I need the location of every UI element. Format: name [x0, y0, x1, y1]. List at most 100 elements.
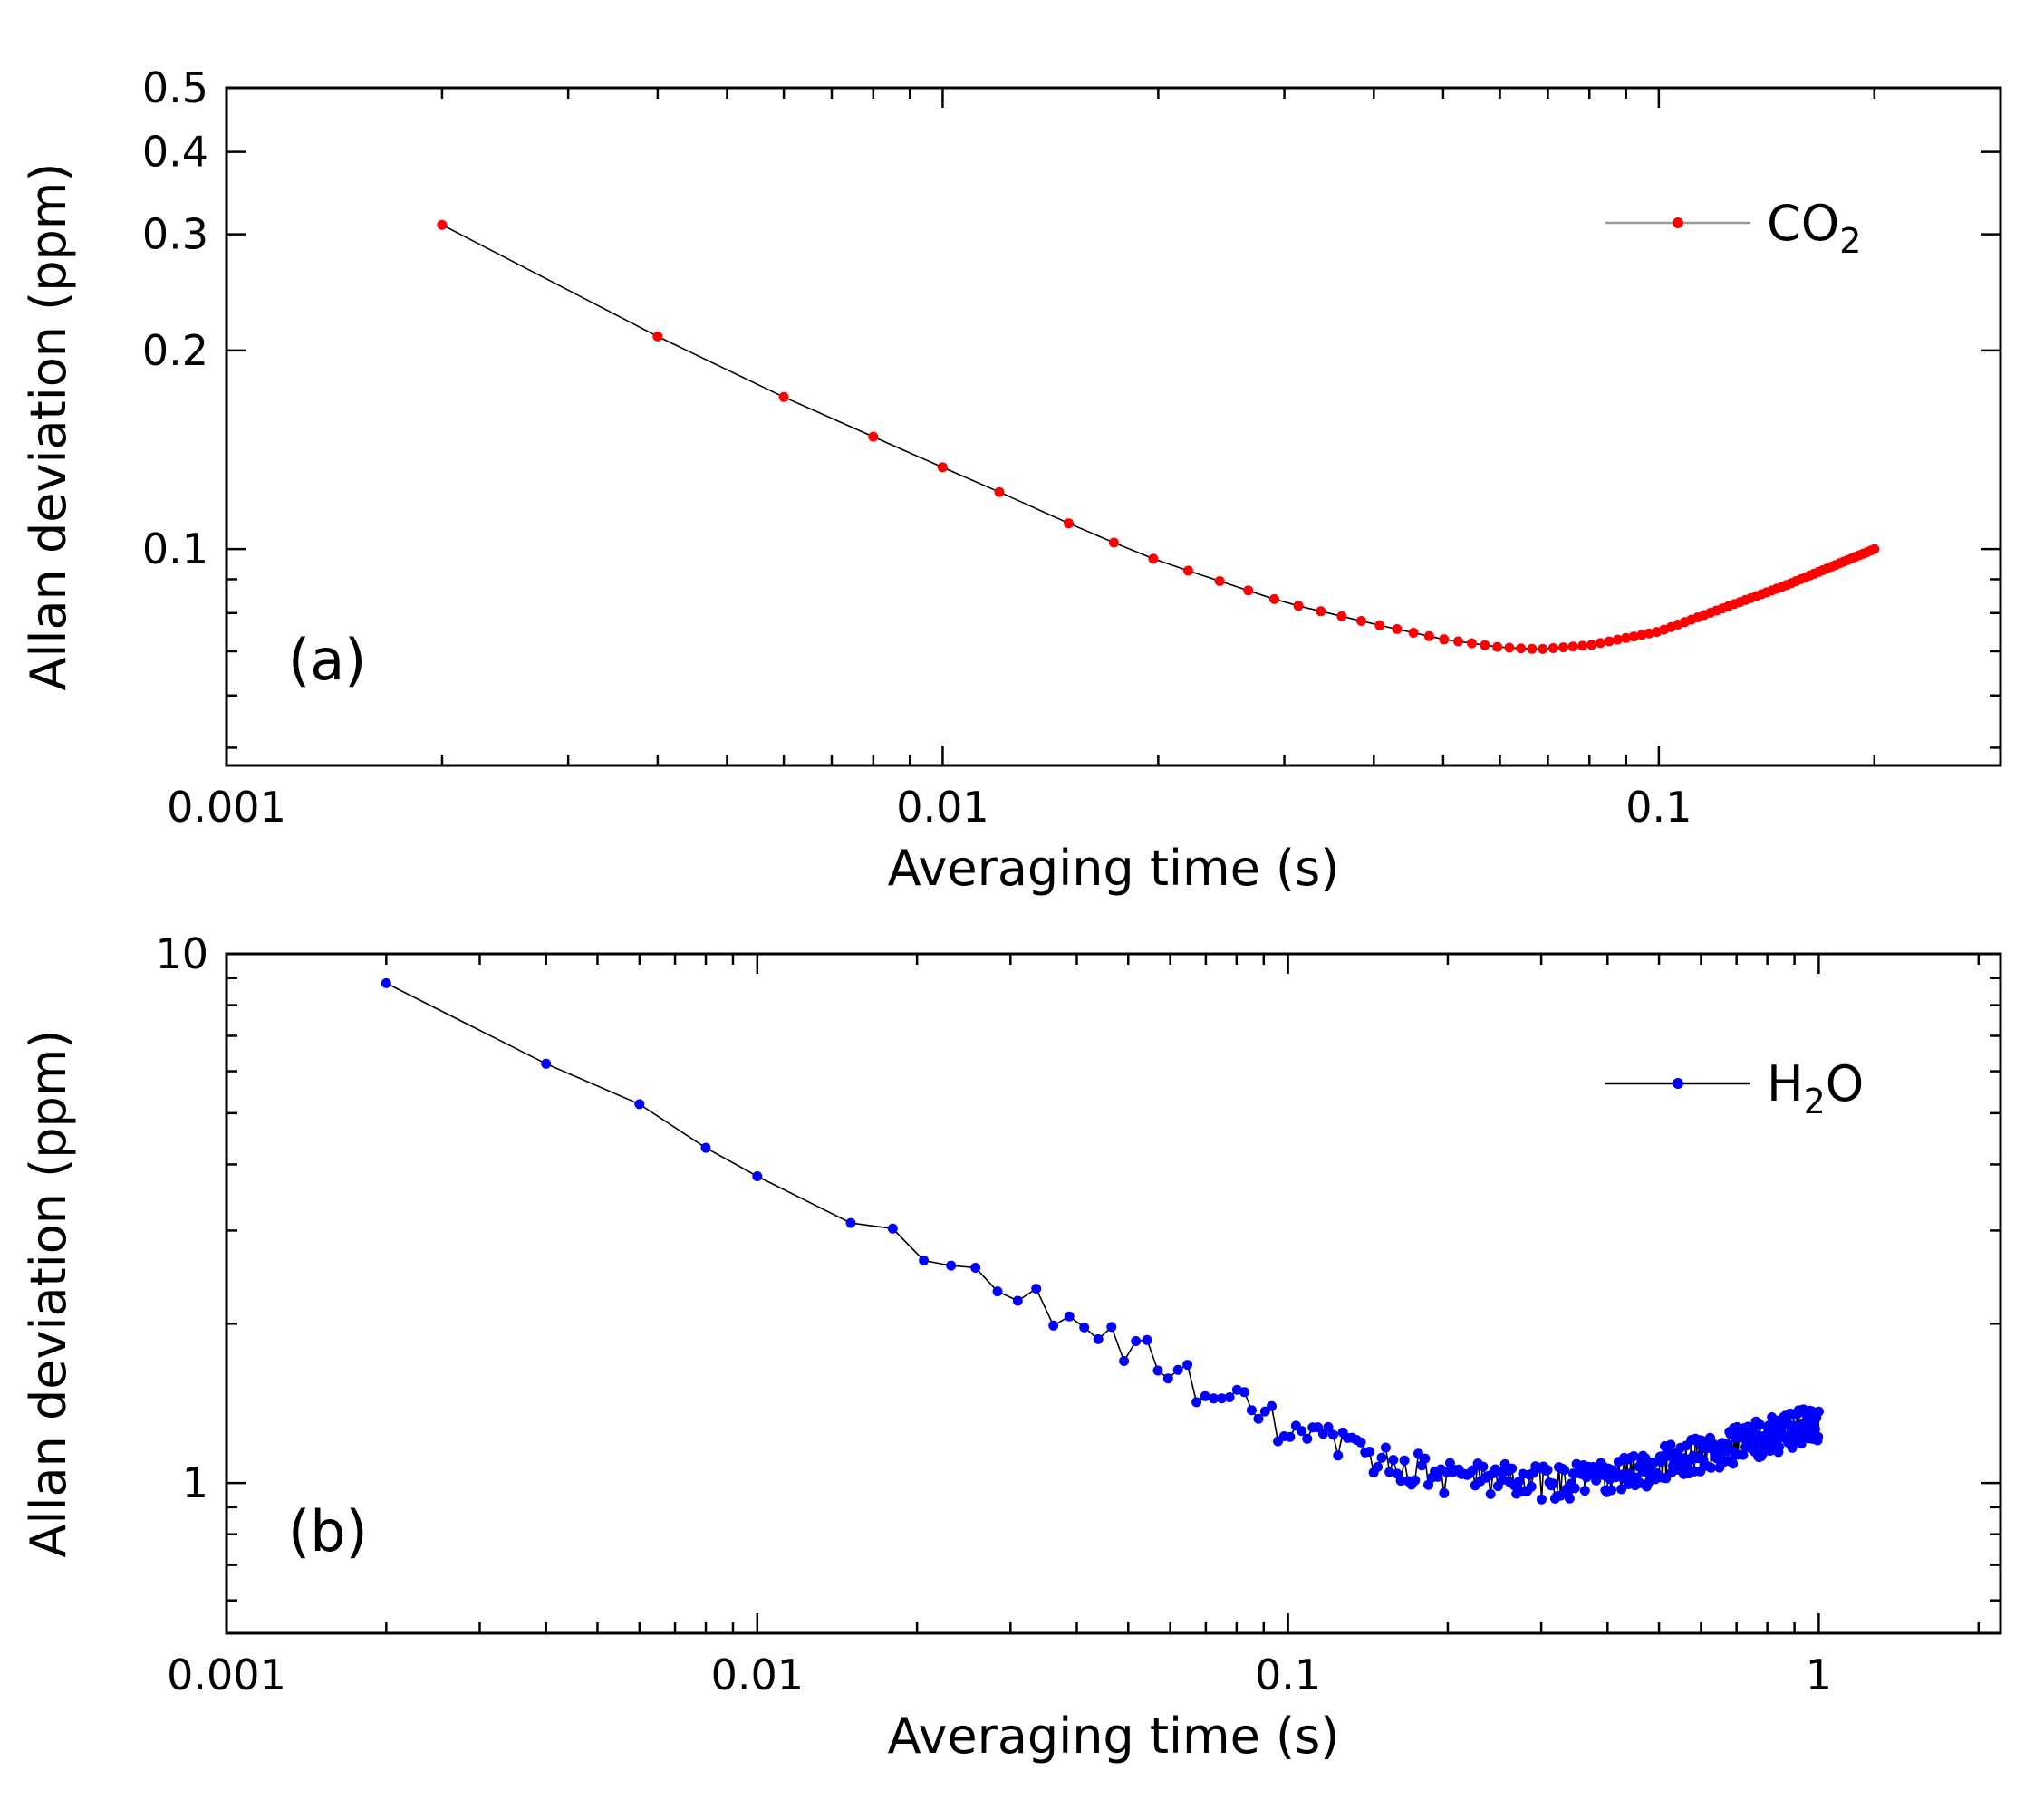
panel-b: 0.001 0.01 0.1 1 1 10 Averaging time (s) Allan … — [20, 929, 2002, 1765]
data-point-H2O — [381, 977, 391, 988]
data-point-H2O — [1384, 1467, 1395, 1477]
data-point-CO2 — [1439, 634, 1450, 645]
x-tick-label: 1 — [1806, 1650, 1832, 1699]
data-point-H2O — [752, 1171, 763, 1181]
data-point-H2O — [1297, 1426, 1307, 1437]
data-point-CO2 — [1336, 611, 1347, 621]
data-point-H2O — [1373, 1461, 1384, 1472]
data-point-H2O — [1355, 1437, 1366, 1448]
y-tick-label: 0.2 — [142, 326, 208, 375]
data-point-CO2 — [1547, 643, 1558, 653]
data-point-H2O — [1327, 1429, 1338, 1440]
data-point-CO2 — [1492, 641, 1503, 652]
data-point-H2O — [1507, 1463, 1518, 1474]
data-point-CO2 — [437, 219, 448, 230]
data-point-CO2 — [1408, 628, 1419, 638]
data-point-CO2 — [1480, 640, 1490, 650]
data-point-H2O — [1267, 1400, 1277, 1411]
data-point-H2O — [1399, 1455, 1410, 1466]
data-point-H2O — [1706, 1462, 1717, 1473]
data-point-CO2 — [1453, 636, 1463, 647]
data-point-H2O — [1323, 1421, 1334, 1432]
data-point-H2O — [1395, 1476, 1406, 1487]
data-point-H2O — [1239, 1387, 1249, 1398]
x-axis-label: Averaging time (s) — [888, 840, 1340, 897]
legend: CO2 — [1605, 195, 1861, 261]
data-point-H2O — [634, 1099, 645, 1110]
x-tick-label: 0.1 — [1625, 783, 1692, 832]
panel-a: 0.001 0.01 0.1 0.1 0.2 0.3 0.4 0.5 Averaging tim… — [20, 63, 2002, 897]
data-point-CO2 — [1577, 640, 1588, 651]
data-point-H2O — [946, 1260, 957, 1271]
data-point-H2O — [1191, 1397, 1202, 1408]
data-point-H2O — [1774, 1441, 1785, 1452]
series-line-CO2 — [441, 224, 1875, 650]
data-point-H2O — [1364, 1447, 1374, 1457]
data-point-CO2 — [1538, 643, 1548, 654]
data-point-CO2 — [994, 486, 1005, 497]
data-point-H2O — [1738, 1449, 1749, 1460]
data-point-CO2 — [1621, 632, 1631, 643]
data-point-H2O — [1432, 1471, 1443, 1482]
data-point-CO2 — [1604, 636, 1615, 647]
data-point-H2O — [1216, 1393, 1227, 1404]
data-point-CO2 — [1214, 576, 1225, 586]
data-point-H2O — [1209, 1393, 1219, 1404]
data-point-CO2 — [1586, 640, 1597, 650]
data-point-H2O — [1478, 1461, 1489, 1472]
data-point-H2O — [1012, 1295, 1023, 1306]
data-point-CO2 — [1243, 585, 1254, 596]
data-point-H2O — [1162, 1373, 1173, 1384]
data-point-H2O — [1542, 1465, 1553, 1476]
y-tick-label: 0.1 — [142, 524, 208, 573]
data-point-H2O — [1031, 1284, 1042, 1294]
data-point-CO2 — [1527, 643, 1538, 654]
data-point-H2O — [1728, 1458, 1739, 1469]
data-point-H2O — [1285, 1431, 1296, 1442]
data-point-H2O — [1628, 1451, 1639, 1461]
plot-frame — [225, 86, 2002, 767]
data-point-H2O — [1813, 1406, 1824, 1417]
data-point-CO2 — [1392, 624, 1403, 634]
data-point-CO2 — [1596, 638, 1605, 649]
data-point-CO2 — [1293, 601, 1304, 611]
data-point-CO2 — [1467, 638, 1477, 649]
data-point-H2O — [1559, 1465, 1569, 1476]
panel-label: (b) — [288, 1498, 368, 1564]
data-point-H2O — [845, 1217, 856, 1228]
data-point-H2O — [1564, 1493, 1575, 1504]
data-point-CO2 — [1612, 634, 1623, 645]
data-point-CO2 — [1108, 537, 1119, 548]
data-point-H2O — [1444, 1458, 1455, 1468]
x-tick-label: 0.1 — [1255, 1650, 1321, 1699]
x-tick-label: 0.01 — [896, 783, 988, 832]
data-point-H2O — [1246, 1405, 1257, 1416]
data-point-H2O — [1467, 1465, 1478, 1476]
data-point-CO2 — [778, 391, 789, 402]
y-tick-label: 0.3 — [142, 210, 208, 259]
data-point-H2O — [1302, 1433, 1313, 1444]
data-point-CO2 — [1567, 641, 1578, 652]
data-point-H2O — [970, 1263, 981, 1273]
plot-frame — [225, 952, 2002, 1635]
data-point-H2O — [1152, 1365, 1163, 1376]
data-point-CO2 — [868, 431, 879, 442]
y-tick-label: 0.5 — [142, 63, 208, 112]
data-point-H2O — [1485, 1488, 1496, 1499]
panel-label: (a) — [288, 627, 366, 693]
y-tick-label: 0.4 — [142, 128, 208, 177]
data-point-H2O — [1606, 1485, 1616, 1496]
data-point-H2O — [1665, 1439, 1676, 1450]
data-point-H2O — [1754, 1419, 1765, 1430]
data-point-H2O — [1796, 1439, 1807, 1449]
data-point-H2O — [1579, 1486, 1590, 1496]
data-point-CO2 — [1374, 620, 1385, 630]
data-point-H2O — [1106, 1322, 1117, 1333]
series-line-H2O — [385, 982, 1820, 1501]
data-point-H2O — [1569, 1483, 1580, 1494]
data-point-CO2 — [1148, 553, 1159, 564]
data-point-H2O — [1526, 1481, 1537, 1492]
legend-label: CO2 — [1767, 195, 1861, 261]
data-point-H2O — [1410, 1475, 1421, 1486]
data-point-H2O — [541, 1058, 552, 1069]
